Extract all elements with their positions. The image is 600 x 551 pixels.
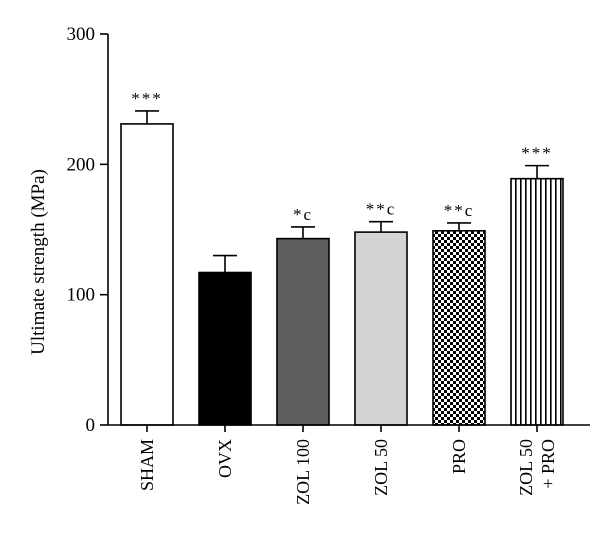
error-bar	[369, 220, 393, 233]
bar	[354, 231, 408, 426]
bar	[510, 177, 564, 426]
x-tick-label: ZOL 50	[516, 439, 536, 496]
x-tick-label: OVX	[215, 439, 235, 478]
bar	[198, 271, 252, 426]
x-tick-label: SHAM	[137, 439, 157, 491]
bar	[276, 237, 330, 426]
y-tick-label: 200	[67, 154, 96, 175]
significance-label: ***	[131, 89, 163, 108]
significance-label: **c	[366, 200, 397, 219]
significance-annotations: *** *c **c **c ***	[131, 89, 553, 224]
significance-label: ***	[521, 144, 553, 163]
y-axis-ticks: 0 100 200 300	[67, 24, 108, 436]
bar	[432, 230, 486, 426]
y-tick-label: 100	[67, 285, 96, 306]
x-tick-label: ZOL 100	[293, 439, 313, 505]
error-bars	[135, 110, 549, 273]
error-bar	[291, 226, 315, 239]
y-tick-label: 0	[86, 415, 96, 436]
significance-label: **c	[444, 201, 475, 220]
error-bar	[135, 110, 159, 124]
error-bar	[447, 222, 471, 231]
bars	[120, 123, 564, 426]
bar	[120, 123, 174, 426]
x-axis-labels: SHAM OVX ZOL 100 ZOL 50 PRO ZOL 50 + PRO	[137, 425, 558, 505]
x-tick-label: + PRO	[538, 439, 558, 489]
significance-label: *c	[293, 205, 313, 224]
x-tick-label: ZOL 50	[371, 439, 391, 496]
y-tick-label: 300	[67, 24, 96, 45]
error-bar	[213, 254, 237, 273]
y-axis-label: Ultimate strength (MPa)	[28, 169, 49, 355]
x-tick-label: PRO	[449, 439, 469, 474]
error-bar	[525, 164, 549, 179]
